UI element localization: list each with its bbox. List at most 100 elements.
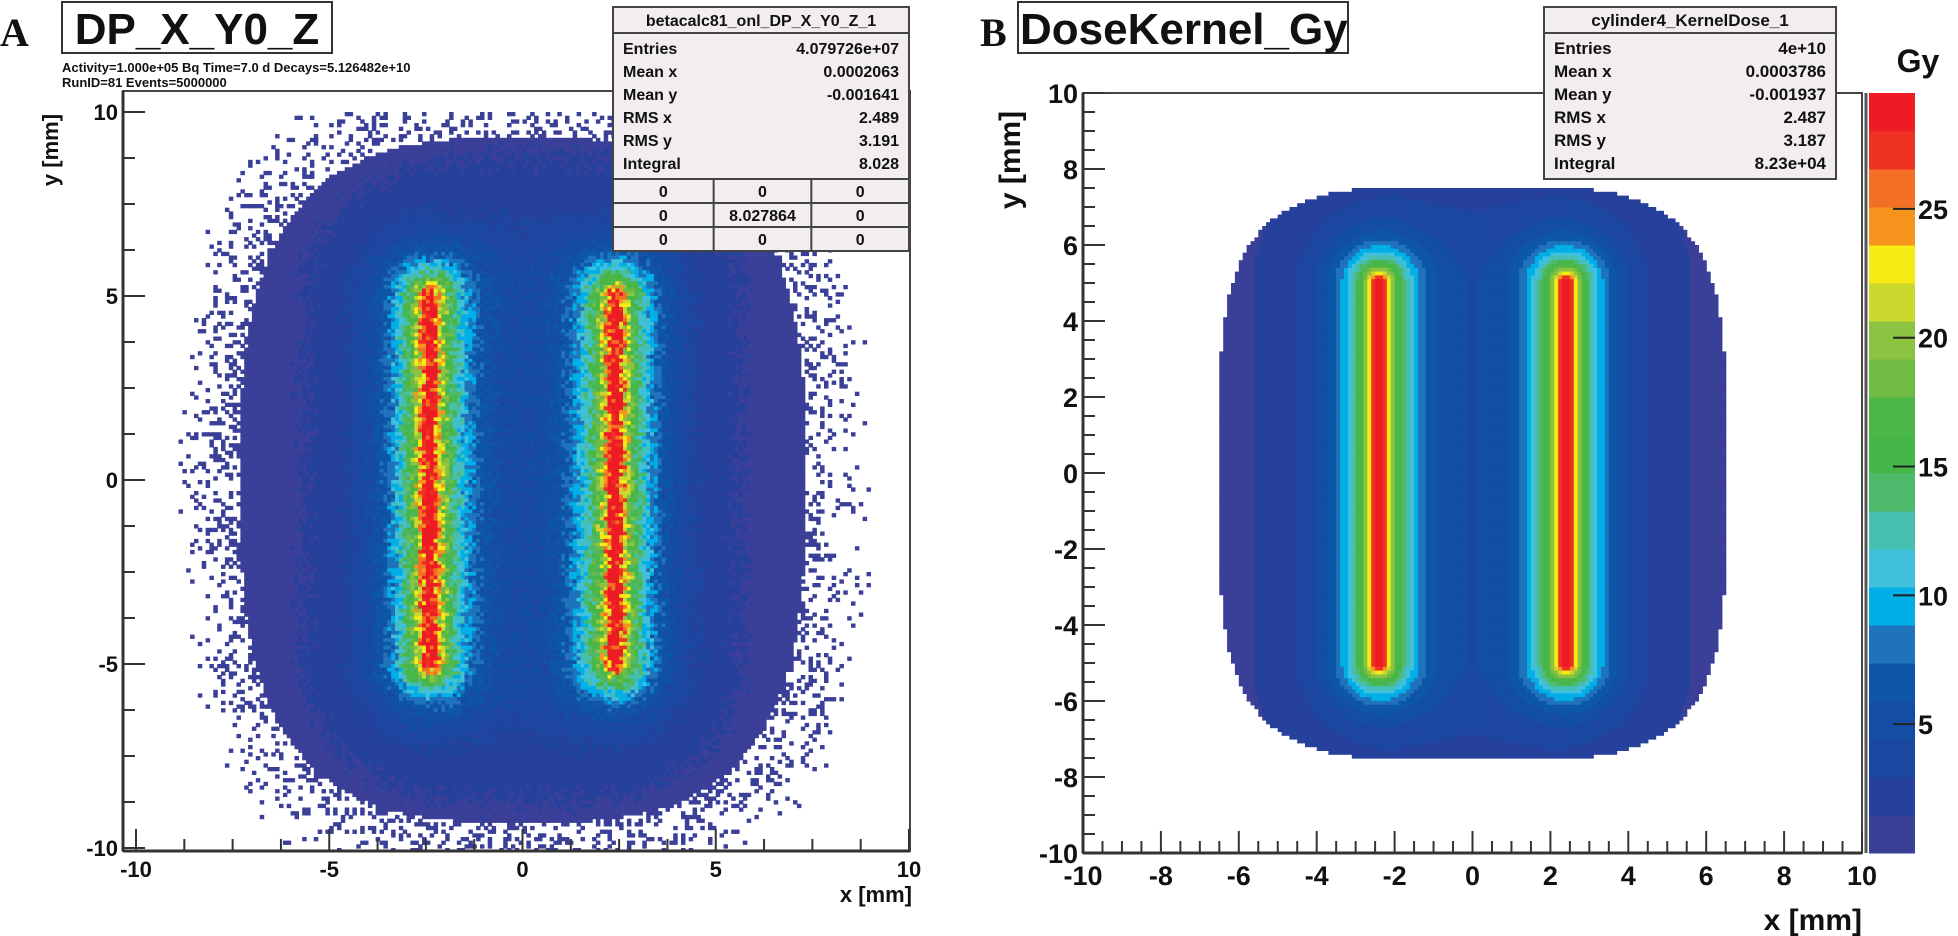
heatmap-cell bbox=[599, 262, 605, 268]
heatmap-cell bbox=[592, 159, 597, 165]
heatmap-cell bbox=[565, 152, 570, 157]
heatmap-cell bbox=[406, 145, 411, 150]
heatmap-cell bbox=[518, 237, 524, 242]
heatmap-cell bbox=[588, 148, 593, 154]
heatmap-cell bbox=[402, 204, 408, 209]
heatmap-cell bbox=[449, 266, 454, 271]
heatmap-cell bbox=[487, 273, 493, 279]
heatmap-cell bbox=[309, 193, 315, 198]
heatmap-cell bbox=[588, 200, 593, 205]
heatmap-cell bbox=[522, 226, 527, 231]
heatmap-cell bbox=[352, 163, 357, 168]
heatmap-cell bbox=[553, 244, 558, 249]
heatmap-cell bbox=[360, 233, 365, 238]
heatmap-cell bbox=[526, 277, 531, 282]
heatmap-cell bbox=[414, 193, 419, 198]
heatmap-cell bbox=[565, 277, 570, 282]
heatmap-cell bbox=[646, 273, 651, 279]
heatmap-cell bbox=[480, 193, 485, 198]
heatmap-cell bbox=[255, 281, 261, 286]
heatmap-cell bbox=[711, 251, 717, 257]
heatmap-cell bbox=[538, 193, 543, 198]
heatmap-cell bbox=[510, 185, 516, 190]
heatmap-cell bbox=[441, 222, 446, 227]
heatmap-cell bbox=[395, 193, 400, 198]
heatmap-cell bbox=[391, 281, 396, 286]
heatmap-cell bbox=[460, 193, 466, 198]
heatmap-cell bbox=[263, 270, 268, 275]
heatmap-cell bbox=[317, 237, 323, 242]
heatmap-cell bbox=[518, 233, 524, 238]
heatmap-cell bbox=[333, 193, 338, 198]
heatmap-cell bbox=[464, 167, 469, 172]
heatmap-cell bbox=[541, 181, 547, 187]
heatmap-cell bbox=[321, 233, 326, 238]
heatmap-cell bbox=[449, 181, 454, 187]
heatmap-cell bbox=[549, 123, 555, 128]
heatmap-cell bbox=[452, 163, 458, 168]
heatmap-cell bbox=[665, 262, 670, 268]
heatmap-cell bbox=[584, 163, 589, 168]
heatmap-cell bbox=[599, 152, 605, 157]
heatmap-cell bbox=[317, 226, 323, 231]
heatmap-cell bbox=[538, 178, 543, 183]
heatmap-cell bbox=[565, 189, 570, 194]
heatmap-cell bbox=[456, 163, 462, 168]
heatmap-cell bbox=[228, 259, 234, 264]
heatmap-cell bbox=[275, 248, 280, 253]
heatmap-cell bbox=[429, 233, 435, 238]
heatmap-cell bbox=[510, 215, 516, 220]
heatmap-cell bbox=[325, 189, 330, 194]
heatmap-cell bbox=[452, 189, 458, 194]
heatmap-cell bbox=[360, 163, 365, 168]
heatmap-cell bbox=[619, 262, 624, 268]
heatmap-cell bbox=[352, 285, 357, 290]
heatmap-cell bbox=[553, 218, 558, 223]
heatmap-cell bbox=[534, 266, 539, 271]
heatmap-cell bbox=[495, 152, 500, 157]
heatmap-cell bbox=[371, 262, 377, 268]
heatmap-cell bbox=[711, 273, 717, 279]
heatmap-cell bbox=[402, 281, 408, 286]
heatmap-cell bbox=[414, 255, 419, 260]
heatmap-cell bbox=[452, 251, 458, 257]
heatmap-cell bbox=[298, 259, 303, 264]
heatmap-cell bbox=[592, 262, 597, 268]
heatmap-cell bbox=[452, 281, 458, 286]
heatmap-cell bbox=[449, 259, 454, 264]
heatmap-cell bbox=[510, 145, 516, 150]
heatmap-cell bbox=[468, 185, 473, 190]
heatmap-cell bbox=[364, 123, 369, 128]
heatmap-cell bbox=[549, 196, 555, 201]
heatmap-cell bbox=[437, 130, 442, 135]
heatmap-cell bbox=[379, 285, 384, 290]
heatmap-cell bbox=[414, 126, 419, 131]
heatmap-cell bbox=[696, 251, 701, 257]
heatmap-cell bbox=[719, 270, 725, 275]
heatmap-cell bbox=[781, 277, 786, 282]
heatmap-cell bbox=[630, 251, 636, 257]
heatmap-cell bbox=[468, 170, 473, 176]
heatmap-cell bbox=[449, 237, 454, 242]
heatmap-cell bbox=[379, 270, 384, 275]
heatmap-cell bbox=[437, 262, 442, 268]
heatmap-cell bbox=[429, 259, 435, 264]
heatmap-cell bbox=[549, 152, 555, 157]
heatmap-cell bbox=[313, 211, 319, 216]
heatmap-cell bbox=[271, 145, 276, 150]
heatmap-cell bbox=[538, 163, 543, 168]
heatmap-cell bbox=[476, 167, 481, 172]
heatmap-cell bbox=[665, 259, 670, 264]
heatmap-cell bbox=[592, 215, 597, 220]
heatmap-cell bbox=[518, 152, 524, 157]
heatmap-cell bbox=[491, 152, 497, 157]
heatmap-cell bbox=[449, 137, 454, 143]
heatmap-cell bbox=[395, 185, 400, 190]
heatmap-cell bbox=[460, 207, 466, 212]
heatmap-cell bbox=[468, 281, 473, 286]
heatmap-cell bbox=[375, 167, 381, 172]
heatmap-cell bbox=[507, 218, 512, 223]
heatmap-cell bbox=[468, 233, 473, 238]
heatmap-cell bbox=[321, 218, 326, 223]
heatmap-cell bbox=[568, 126, 574, 131]
